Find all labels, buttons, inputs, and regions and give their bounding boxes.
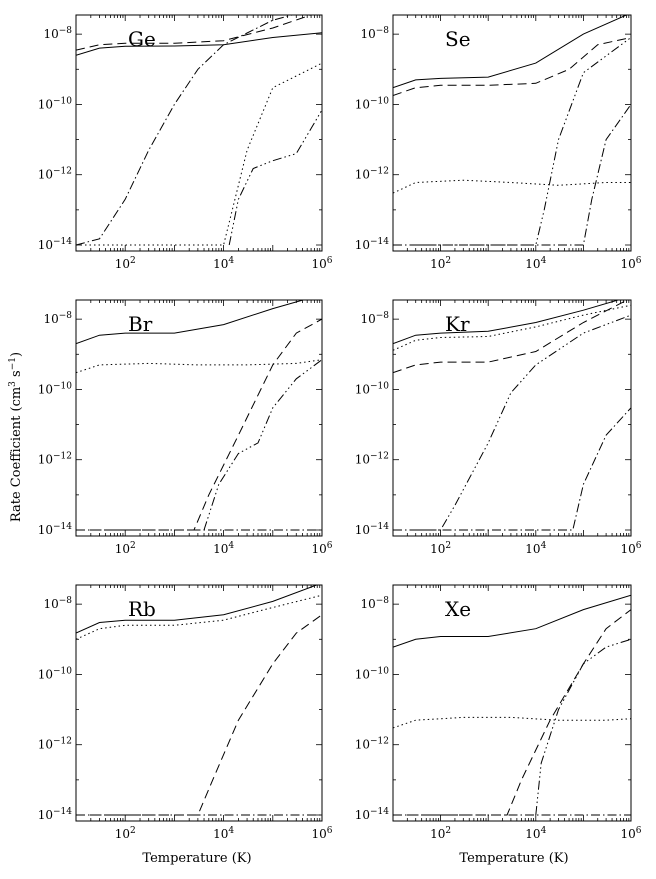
- series-line-dash-dot-dot-dot: [535, 638, 631, 816]
- panel-frame: [392, 584, 632, 822]
- panel-se: 102 104 106 10−14 10−12 10−10 10−8 Se: [355, 14, 642, 271]
- x-tick-label: 104: [213, 826, 234, 841]
- panel-frame: [392, 14, 632, 252]
- y-tick-label: 10−12: [355, 737, 389, 752]
- series-line-dashed: [76, 318, 322, 531]
- y-tick-label: 10−10: [38, 96, 73, 111]
- x-tick-label: 104: [525, 826, 546, 841]
- series-line-dash-dot-dot-dot: [228, 109, 322, 246]
- y-tick-label: 10−10: [38, 666, 73, 681]
- x-tick-label: 106: [311, 826, 332, 841]
- y-tick-label: 10−14: [38, 237, 73, 252]
- y-tick-label: 10−12: [38, 167, 72, 182]
- y-axis-title-main: Rate Coefficient (cm: [9, 387, 24, 522]
- panel-xe: 102 104 106 10−14 10−12 10−10 10−8 Xe: [355, 584, 642, 841]
- x-tick-label: 106: [620, 256, 641, 271]
- y-tick-label: 10−12: [355, 452, 389, 467]
- series-line-dotted: [393, 304, 631, 351]
- y-axis-title-mid: s: [9, 370, 24, 381]
- series-line-solid: [76, 585, 319, 634]
- panel-frame: [75, 14, 323, 252]
- y-tick-label: 10−10: [355, 666, 390, 681]
- series-line-dashed: [76, 614, 322, 816]
- y-tick-label: 10−12: [38, 737, 72, 752]
- series-line-dotted: [76, 62, 322, 246]
- x-tick-label: 106: [311, 541, 332, 556]
- panel-label: Br: [128, 312, 153, 336]
- series-line-dash-dot: [76, 15, 294, 246]
- x-tick-label: 104: [525, 256, 546, 271]
- y-tick-label: 10−14: [355, 807, 390, 822]
- x-tick-label: 106: [620, 541, 641, 556]
- x-tick-label: 102: [430, 541, 451, 556]
- y-axis-title-exp1: 3: [8, 381, 18, 387]
- panel-label: Ge: [128, 27, 156, 51]
- panel-br: 102 104 106 10−14 10−12 10−10 10−8 Br: [38, 299, 333, 556]
- panel-frame: [392, 299, 632, 537]
- series-line-solid: [393, 300, 620, 345]
- x-tick-label: 104: [525, 541, 546, 556]
- series-line-solid: [393, 594, 631, 648]
- series-line-dotted: [393, 716, 631, 729]
- y-tick-label: 10−12: [38, 452, 72, 467]
- y-tick-label: 10−8: [360, 311, 389, 326]
- series-line-dash-dot-dot-dot: [203, 359, 322, 531]
- series-line-dashed: [393, 609, 631, 816]
- y-tick-label: 10−14: [355, 237, 390, 252]
- y-tick-label: 10−14: [38, 522, 73, 537]
- y-tick-label: 10−14: [355, 522, 390, 537]
- x-tick-label: 102: [430, 826, 451, 841]
- x-tick-label: 106: [620, 826, 641, 841]
- series-line-solid: [76, 32, 322, 56]
- y-axis-title-end: ): [9, 352, 24, 357]
- y-tick-label: 10−8: [43, 311, 72, 326]
- panel-frame: [75, 299, 323, 537]
- x-axis-title-right: Temperature (K): [459, 851, 568, 866]
- series-line-solid: [393, 15, 628, 89]
- panel-ge: 102 104 106 10−14 10−12 10−10 10−8 Ge: [38, 14, 333, 271]
- y-tick-label: 10−8: [43, 596, 72, 611]
- panel-frame: [75, 584, 323, 822]
- x-tick-label: 106: [311, 256, 332, 271]
- x-axis-title-left: Temperature (K): [142, 851, 251, 866]
- x-tick-label: 104: [213, 541, 234, 556]
- series-line-dash-dot-dot-dot: [393, 37, 631, 246]
- series-line-solid: [76, 300, 305, 345]
- y-tick-label: 10−14: [38, 807, 73, 822]
- series-line-dashed: [393, 37, 631, 96]
- series-line-dash-dot: [393, 407, 631, 531]
- series-line-dash-dot: [393, 104, 631, 246]
- y-tick-label: 10−8: [43, 26, 72, 41]
- y-tick-label: 10−10: [38, 381, 73, 396]
- panel-label: Se: [445, 27, 471, 51]
- x-tick-label: 104: [213, 256, 234, 271]
- panel-label: Xe: [445, 597, 471, 621]
- y-tick-label: 10−12: [355, 167, 389, 182]
- x-tick-label: 102: [115, 256, 136, 271]
- x-tick-label: 102: [430, 256, 451, 271]
- x-tick-label: 102: [115, 541, 136, 556]
- y-axis-title: Rate Coefficient (cm3 s−1): [8, 352, 24, 522]
- panel-label: Rb: [128, 597, 156, 621]
- series-line-dashed: [393, 300, 629, 374]
- series-line-dash-dot-dot-dot: [393, 314, 631, 531]
- x-tick-label: 102: [115, 826, 136, 841]
- series-line-dashed: [76, 15, 313, 51]
- y-axis-title-exp2: −1: [8, 357, 18, 370]
- y-tick-label: 10−10: [355, 381, 390, 396]
- series-line-dotted: [76, 359, 322, 374]
- y-tick-label: 10−8: [360, 26, 389, 41]
- y-tick-label: 10−8: [360, 596, 389, 611]
- panel-rb: 102 104 106 10−14 10−12 10−10 10−8 Rb: [38, 584, 333, 841]
- y-tick-label: 10−10: [355, 96, 390, 111]
